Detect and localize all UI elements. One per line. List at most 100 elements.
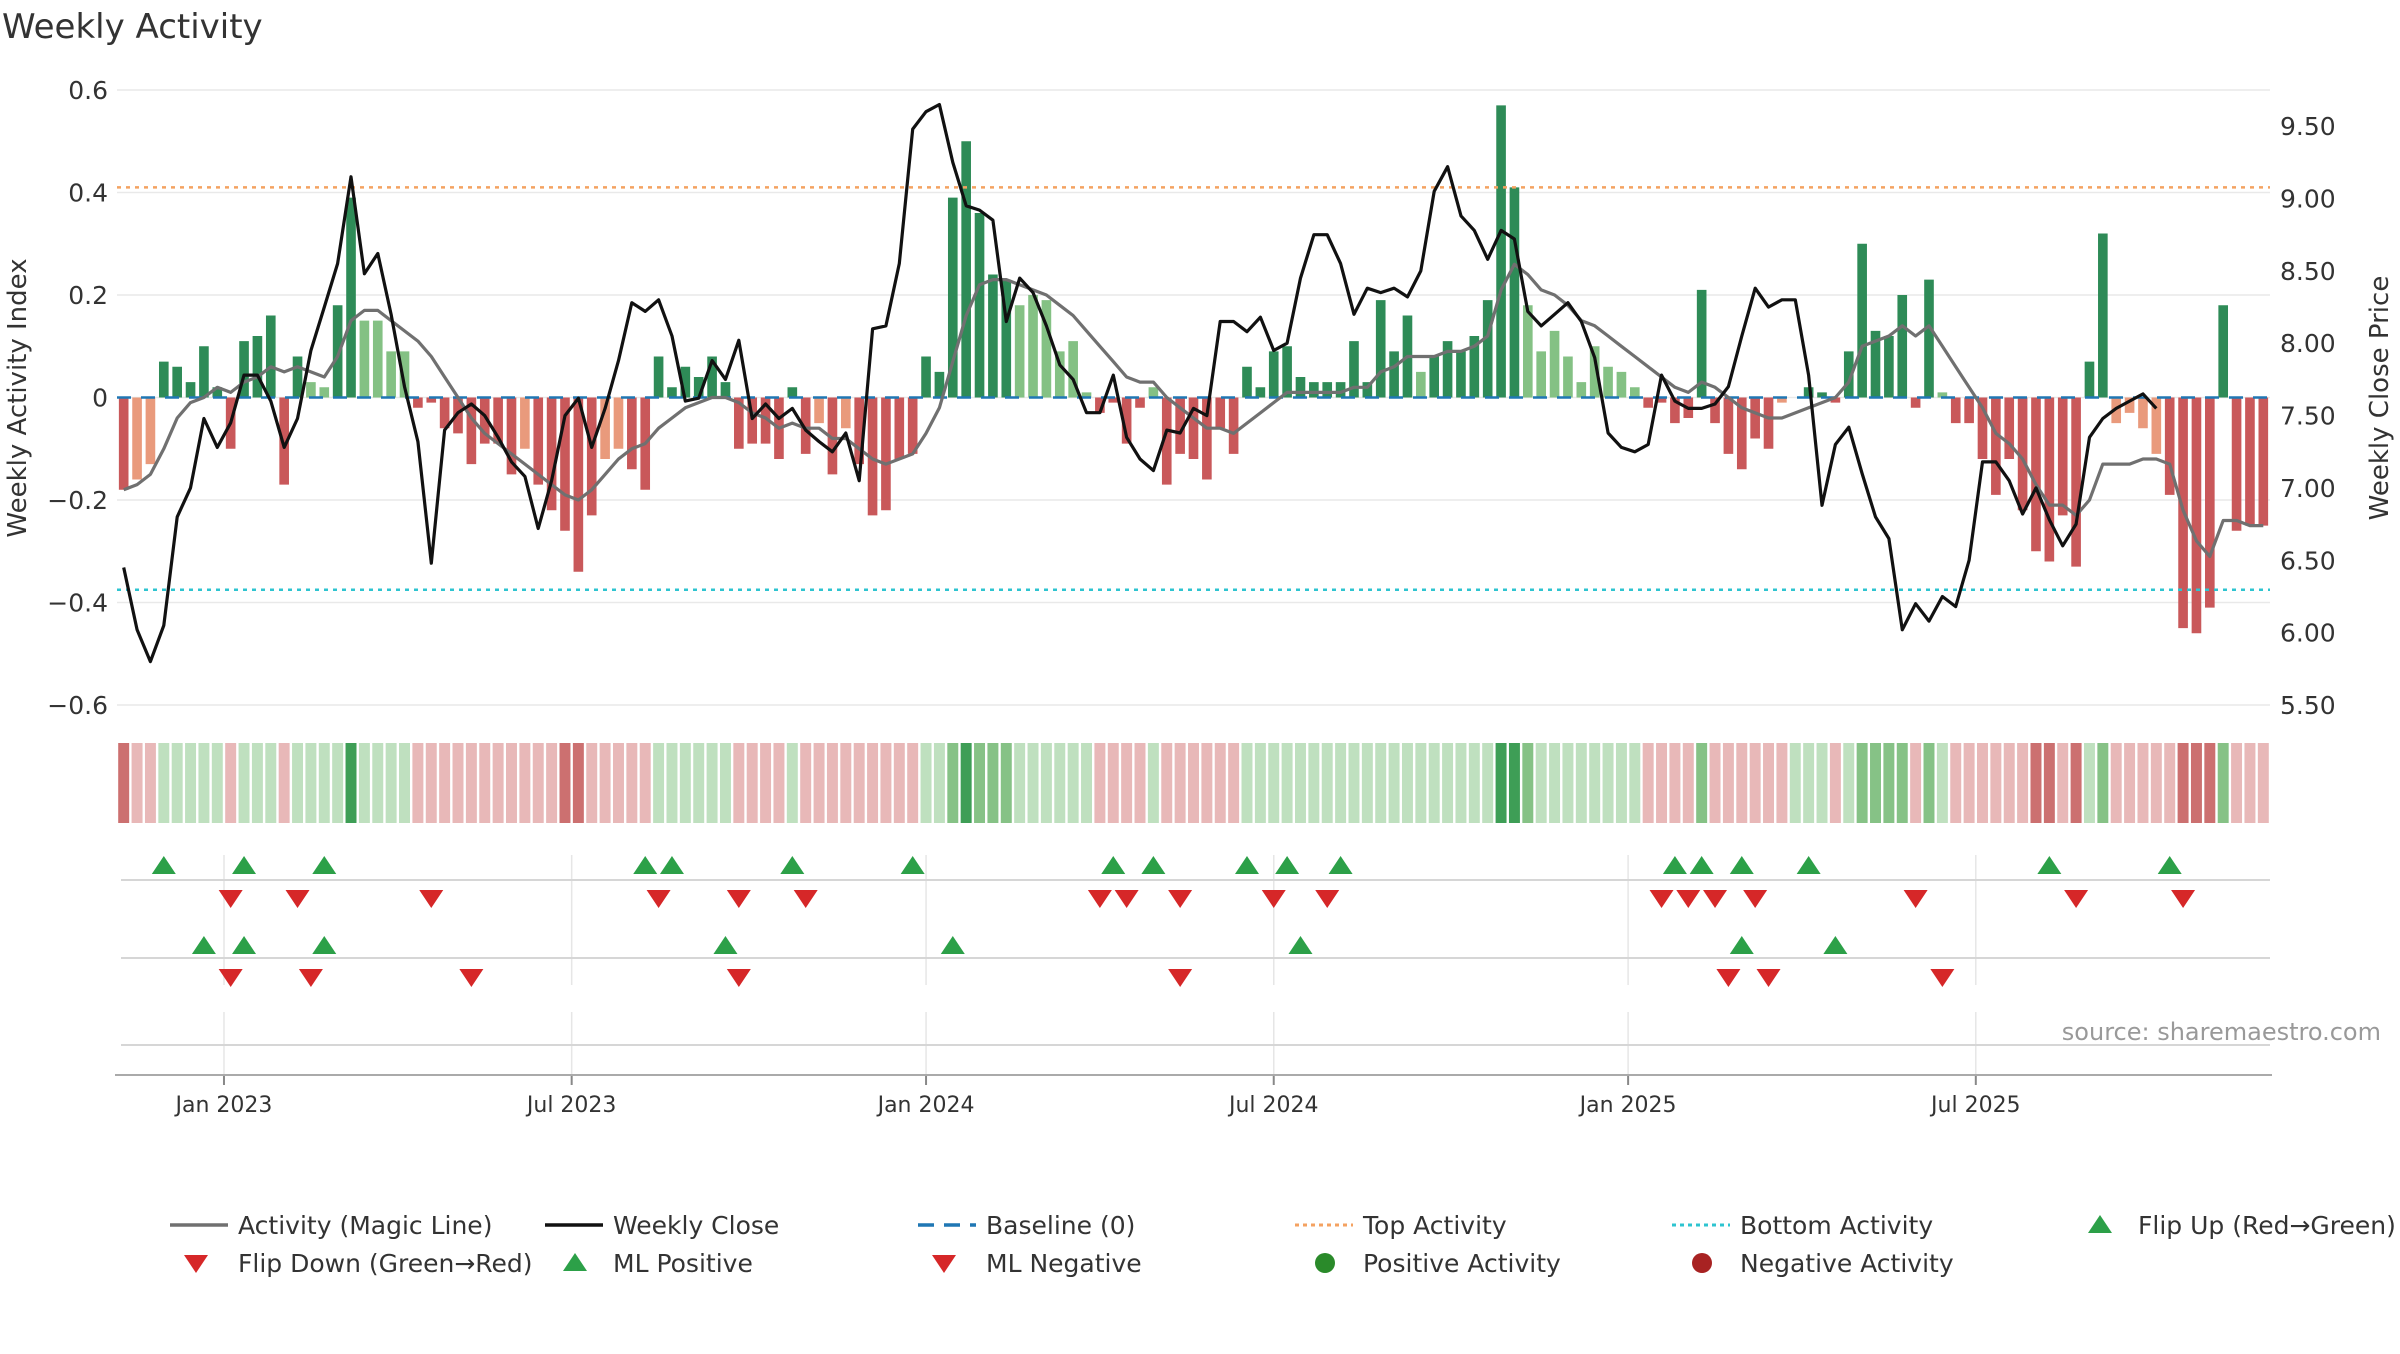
heat-cell bbox=[853, 743, 865, 823]
heat-cell bbox=[1455, 743, 1467, 823]
legend-item: Positive Activity bbox=[1315, 1249, 1561, 1278]
activity-bar bbox=[1014, 305, 1025, 398]
legend-item: Bottom Activity bbox=[1672, 1211, 1933, 1240]
heat-cell bbox=[1067, 743, 1079, 823]
heat-cell bbox=[1615, 743, 1627, 823]
signal-up-marker bbox=[1328, 856, 1353, 874]
heat-cell bbox=[1990, 743, 2002, 823]
heat-cell bbox=[144, 743, 156, 823]
heat-cell bbox=[2097, 743, 2109, 823]
activity-bar bbox=[586, 397, 597, 516]
activity-bar bbox=[1817, 392, 1827, 398]
legend-item: ML Positive bbox=[563, 1249, 753, 1278]
activity-bar bbox=[506, 397, 517, 475]
y-right-tick-label: 9.00 bbox=[2280, 185, 2336, 214]
heat-cell bbox=[786, 743, 798, 823]
heat-cell bbox=[1321, 743, 1333, 823]
heat-cell bbox=[2217, 743, 2229, 823]
signal-up-marker bbox=[900, 856, 925, 874]
heat-cell bbox=[2137, 743, 2149, 823]
signal-up-marker bbox=[780, 856, 805, 874]
heat-cell bbox=[1870, 743, 1881, 823]
signal-down-marker bbox=[1930, 969, 1955, 987]
heat-cell bbox=[1696, 743, 1708, 823]
heat-cell bbox=[1094, 743, 1106, 823]
activity-bar bbox=[974, 213, 985, 398]
signal-up-marker bbox=[1288, 936, 1313, 954]
heat-cell bbox=[706, 743, 718, 823]
legend-item: Activity (Magic Line) bbox=[170, 1211, 492, 1240]
activity-bar bbox=[1777, 397, 1787, 403]
activity-bar bbox=[2124, 397, 2135, 413]
x-tick-label: Jan 2024 bbox=[876, 1093, 975, 1118]
heat-cell bbox=[1803, 743, 1815, 823]
signal-up-marker bbox=[713, 936, 738, 954]
heat-cell bbox=[586, 743, 598, 823]
heat-cell bbox=[2057, 743, 2069, 823]
heat-cell bbox=[1482, 743, 1494, 823]
heat-cell bbox=[2083, 743, 2095, 823]
activity-bar bbox=[653, 356, 664, 398]
heat-cell bbox=[1401, 743, 1413, 823]
activity-bar bbox=[787, 387, 798, 398]
heat-cell bbox=[1896, 743, 1908, 823]
activity-bar bbox=[988, 274, 998, 398]
activity-bar bbox=[2084, 361, 2095, 398]
heat-cell bbox=[1843, 743, 1855, 823]
heat-cell bbox=[2017, 743, 2029, 823]
heat-cell bbox=[1040, 743, 1052, 823]
activity-bar bbox=[961, 141, 971, 398]
heat-cell bbox=[118, 743, 130, 823]
heat-cell bbox=[1709, 743, 1721, 823]
activity-bar bbox=[1148, 387, 1159, 398]
x-tick-label: Jul 2023 bbox=[525, 1093, 617, 1118]
activity-bar bbox=[520, 397, 530, 449]
heat-cell bbox=[666, 743, 678, 823]
heat-cell bbox=[2030, 743, 2042, 823]
signal-up-marker bbox=[1101, 856, 1126, 874]
activity-bar bbox=[1937, 392, 1948, 398]
activity-bar bbox=[1095, 397, 1105, 413]
signal-up-marker bbox=[1796, 856, 1821, 874]
heat-cell bbox=[1883, 743, 1895, 823]
activity-bar bbox=[1723, 397, 1734, 454]
activity-bar bbox=[118, 397, 129, 490]
activity-bar bbox=[212, 387, 223, 398]
x-tick-label: Jul 2024 bbox=[1227, 1093, 1319, 1118]
activity-bar bbox=[2044, 397, 2055, 562]
heat-cell bbox=[2257, 743, 2269, 823]
heat-cell bbox=[1575, 743, 1587, 823]
heat-cell bbox=[1495, 743, 1507, 823]
signal-down-marker bbox=[218, 890, 243, 908]
heat-cell bbox=[1508, 743, 1520, 823]
heat-cell bbox=[1375, 743, 1387, 823]
heat-cell bbox=[1081, 743, 1093, 823]
activity-bar bbox=[172, 366, 182, 398]
y-right-tick-label: 6.50 bbox=[2280, 546, 2336, 575]
y-right-tick-label: 7.50 bbox=[2280, 402, 2336, 431]
activity-bar bbox=[279, 397, 289, 485]
heat-cell bbox=[278, 743, 290, 823]
heat-cell bbox=[679, 743, 691, 823]
heat-cell bbox=[1776, 743, 1788, 823]
heat-cell bbox=[2110, 743, 2122, 823]
legend-label: Baseline (0) bbox=[986, 1211, 1135, 1240]
heat-cell bbox=[1361, 743, 1373, 823]
activity-bar bbox=[1603, 366, 1613, 398]
heat-cell bbox=[1736, 743, 1748, 823]
activity-bars bbox=[118, 105, 2269, 634]
heat-cell bbox=[265, 743, 277, 823]
heat-cell bbox=[519, 743, 531, 823]
activity-bar bbox=[1268, 351, 1279, 398]
heat-cell bbox=[2150, 743, 2162, 823]
activity-bar bbox=[814, 397, 824, 424]
signal-down-marker bbox=[1756, 969, 1781, 987]
activity-bar bbox=[1349, 341, 1359, 398]
activity-bar bbox=[1763, 397, 1774, 449]
heat-cell bbox=[506, 743, 517, 823]
legend-triangle-down-icon bbox=[932, 1255, 956, 1273]
legend-circle-icon bbox=[1315, 1253, 1335, 1273]
heat-cell bbox=[2070, 743, 2082, 823]
legend-label: ML Negative bbox=[986, 1249, 1142, 1278]
heat-cell bbox=[1669, 743, 1681, 823]
